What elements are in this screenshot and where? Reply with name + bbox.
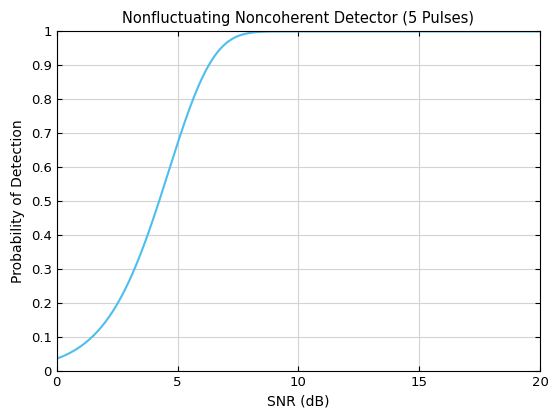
Y-axis label: Probability of Detection: Probability of Detection <box>11 120 25 283</box>
X-axis label: SNR (dB): SNR (dB) <box>267 395 330 409</box>
Title: Nonfluctuating Noncoherent Detector (5 Pulses): Nonfluctuating Noncoherent Detector (5 P… <box>123 11 474 26</box>
